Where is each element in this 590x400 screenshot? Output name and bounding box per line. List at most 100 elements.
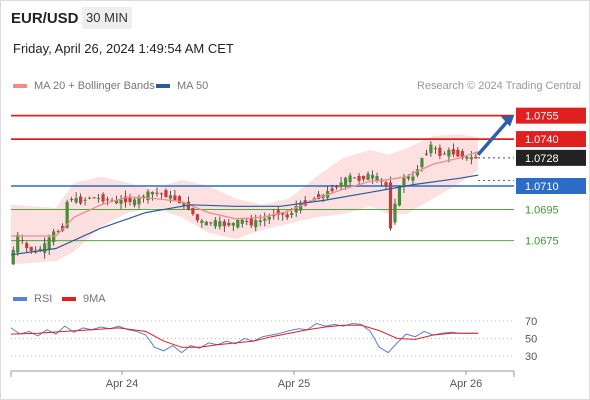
candle-body	[352, 177, 357, 179]
level-tag-bg-1-0728	[516, 149, 586, 166]
candle-body	[168, 195, 173, 199]
candle-body	[361, 175, 366, 180]
candle-body	[195, 214, 199, 221]
bollinger-band-fill	[11, 134, 479, 265]
candle-body	[370, 174, 375, 179]
candle-body	[43, 243, 47, 253]
rsi-tick-label-70: 70	[525, 316, 537, 328]
candle-body	[38, 248, 42, 252]
timeframe-badge[interactable]: 30 MIN	[82, 7, 132, 29]
rsi-line	[10, 322, 479, 354]
candle-body	[465, 156, 469, 159]
candle-body	[79, 196, 83, 204]
candle-body	[366, 173, 370, 180]
candle-body	[141, 196, 146, 198]
candle-body	[411, 176, 415, 181]
candle-body	[272, 214, 276, 217]
candle-body	[65, 201, 69, 228]
candle-body	[47, 237, 51, 249]
legend-9ma: 9MA	[62, 293, 106, 305]
candle-body	[375, 175, 379, 182]
candle-body	[442, 153, 446, 155]
candle-body	[164, 190, 168, 198]
candle-body	[406, 176, 411, 179]
candle-body	[146, 191, 150, 201]
legend-ma20-label: MA 20 + Bollinger Bands	[34, 80, 155, 92]
legend-9ma-label: 9MA	[83, 293, 106, 305]
candle-body	[150, 191, 155, 195]
candle-body	[397, 187, 402, 206]
candle-body	[281, 213, 285, 215]
candle-body	[469, 157, 473, 160]
candle-body	[20, 239, 24, 241]
candle-body	[227, 223, 231, 226]
level-label-1-0740: 1.0740	[525, 134, 559, 146]
rsi-swatch	[13, 297, 27, 302]
candle-body	[245, 220, 249, 222]
ma9-swatch	[62, 297, 76, 302]
ma50-line	[10, 174, 479, 256]
candle-body	[285, 214, 289, 218]
candle-body	[74, 198, 78, 203]
forecast-arrow-shaft	[476, 119, 510, 156]
candle-body	[29, 247, 33, 251]
candle-body	[200, 220, 204, 223]
candle-body	[267, 216, 271, 220]
candle-body	[415, 169, 420, 176]
level-label-1-0710: 1.0710	[525, 181, 559, 193]
candle-body	[258, 220, 262, 222]
candle-body	[83, 199, 87, 201]
candle-body	[339, 182, 343, 187]
candle-body	[460, 151, 464, 159]
candle-body	[343, 177, 348, 187]
ma50-swatch	[156, 84, 170, 89]
forecast-arrow-head	[501, 115, 514, 127]
legend-ma20: MA 20 + Bollinger Bands	[13, 80, 155, 92]
legend-ma50-label: MA 50	[177, 80, 209, 92]
candle-body	[249, 218, 253, 226]
candle-body	[137, 197, 141, 205]
candle-body	[25, 243, 29, 249]
legend-ma50: MA 50	[156, 80, 208, 92]
candle-body	[231, 222, 235, 226]
candle-body	[11, 250, 15, 265]
candle-body	[330, 188, 334, 192]
candle-body	[402, 177, 406, 188]
x-tick-label: Apr 24	[106, 378, 138, 390]
candle-body	[451, 149, 455, 155]
candle-body	[348, 175, 352, 183]
chart-datetime: Friday, April 26, 2024 1:49:54 AM CET	[13, 41, 234, 56]
candle-body	[290, 212, 294, 215]
candle-body	[317, 194, 321, 200]
candle-body	[447, 149, 451, 157]
candle-body	[474, 156, 478, 159]
level-tag-bg-1-0755	[516, 107, 586, 124]
level-tag-bg-1-0710	[516, 178, 586, 194]
candle-body	[128, 197, 132, 203]
candle-body	[384, 182, 388, 186]
candle-body	[114, 200, 119, 204]
candle-body	[123, 196, 128, 203]
candle-body	[438, 147, 442, 156]
candle-body	[105, 199, 110, 201]
ma20-line	[11, 150, 479, 237]
rsi-tick-label-50: 50	[525, 334, 537, 346]
candle-body	[209, 222, 213, 224]
level-label-1-0755: 1.0755	[525, 111, 559, 123]
candle-body	[96, 198, 101, 200]
level-label-1-0695: 1.0695	[525, 204, 559, 216]
candle-body	[213, 220, 217, 227]
x-tick-label: Apr 25	[278, 378, 310, 390]
candle-body	[204, 221, 208, 226]
candle-body	[263, 218, 267, 221]
candle-body	[388, 182, 393, 229]
candle-body	[101, 194, 105, 202]
candle-body	[254, 220, 258, 228]
candle-body	[173, 195, 177, 201]
candle-body	[92, 197, 96, 199]
candle-body	[177, 196, 182, 204]
candle-body	[87, 197, 92, 199]
candle-body	[222, 221, 226, 227]
candle-body	[56, 231, 60, 233]
